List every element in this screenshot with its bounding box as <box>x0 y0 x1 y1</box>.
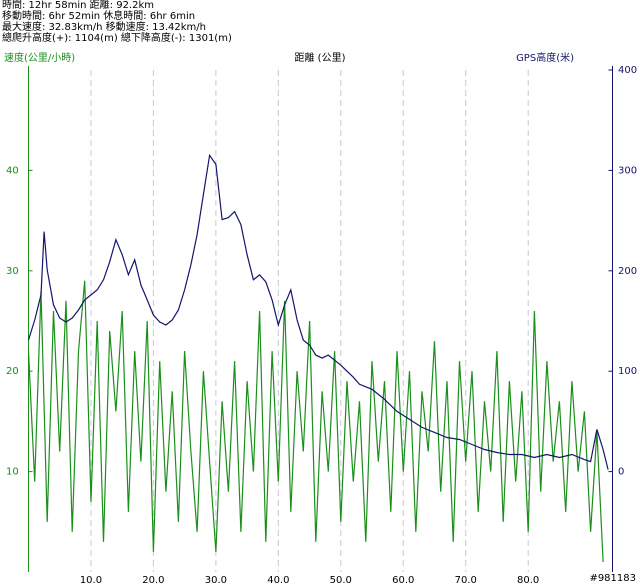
x-tick-label: 20.0 <box>142 575 164 585</box>
y2-tick-label: 400 <box>618 65 637 76</box>
y-tick-label: 10 <box>6 467 19 478</box>
y2-tick-label: 300 <box>618 165 637 176</box>
y-tick-label: 40 <box>6 165 19 176</box>
y2-tick-label: 100 <box>618 366 637 377</box>
summary: 時間: 12hr 58min 距離: 92.2km 移動時間: 6hr 52mi… <box>2 0 232 44</box>
x-tick-label: 10.0 <box>80 575 102 585</box>
summary-line: 最大速度: 32.83km/h 移動速度: 13.42km/h <box>2 22 207 33</box>
watermark: #981183 <box>589 573 636 584</box>
x-axis-label: 距離 (公里) <box>295 51 346 64</box>
x-tick-label: 40.0 <box>267 575 289 585</box>
y2-tick-label: 0 <box>618 467 624 478</box>
y-tick-label: 30 <box>6 266 19 277</box>
y2-axis-label: GPS高度(米) <box>516 51 574 64</box>
summary-line: 總爬升高度(+): 1104(m) 總下降高度(-): 1301(m) <box>2 33 232 44</box>
y-axis-label: 速度(公里/小時) <box>4 51 75 64</box>
x-tick-label: 30.0 <box>205 575 227 585</box>
y-tick-label: 20 <box>6 366 19 377</box>
y2-tick-label: 200 <box>618 266 637 277</box>
x-tick-label: 70.0 <box>455 575 477 585</box>
x-tick-label: 80.0 <box>517 575 539 585</box>
summary-line: 移動時間: 6hr 52min 休息時間: 6hr 6min <box>2 11 196 22</box>
x-tick-label: 60.0 <box>392 575 414 585</box>
summary-line: 時間: 12hr 58min 距離: 92.2km <box>2 0 155 11</box>
series-line <box>27 153 609 470</box>
series-line <box>27 280 604 563</box>
x-tick-label: 50.0 <box>330 575 352 585</box>
